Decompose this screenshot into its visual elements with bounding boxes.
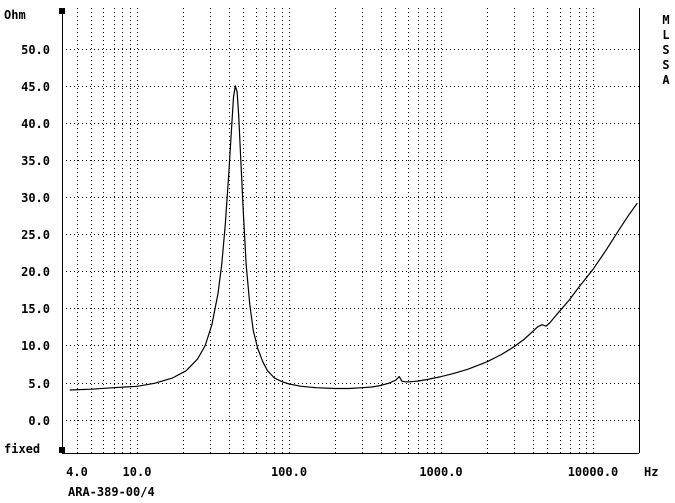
impedance-line <box>69 85 638 391</box>
y-tick-label: 5.0 <box>28 377 50 391</box>
y-tick-label: 30.0 <box>21 191 50 205</box>
plot-frame <box>59 8 640 454</box>
x-tick-label: 4.0 <box>66 465 88 479</box>
side-label-letter: A <box>662 73 670 87</box>
y-tick-label: 25.0 <box>21 228 50 242</box>
grid <box>62 8 640 453</box>
x-tick-label: 10000.0 <box>568 465 619 479</box>
side-label-letter: S <box>662 43 669 57</box>
impedance-curve <box>69 85 638 391</box>
y-tick-label: 50.0 <box>21 43 50 57</box>
y-tick-labels: 0.0 5.0 10.0 15.0 20.0 25.0 30.0 35.0 40.0 45.0 50… <box>21 43 50 428</box>
x-tick-label: 100.0 <box>271 465 307 479</box>
y-tick-label: 35.0 <box>21 154 50 168</box>
y-tick-label: 40.0 <box>21 117 50 131</box>
side-label-letter: L <box>662 28 669 42</box>
bottom-marker <box>59 447 65 453</box>
side-label-letter: M <box>662 13 669 27</box>
y-tick-label: 45.0 <box>21 80 50 94</box>
y-tick-label: 0.0 <box>28 414 50 428</box>
y-tick-label: 15.0 <box>21 302 50 316</box>
x-tick-label: 1000.0 <box>419 465 462 479</box>
x-axis-unit-label: Hz <box>644 465 658 479</box>
y-tick-label: 10.0 <box>21 339 50 353</box>
y-tick-label: 20.0 <box>21 265 50 279</box>
x-tick-labels: 4.0 10.0 100.0 1000.0 10000.0 <box>66 465 618 479</box>
side-label-letter: S <box>662 58 669 72</box>
bottom-left-label: fixed <box>4 442 40 456</box>
y-axis-label: Ohm <box>4 8 26 22</box>
top-marker <box>59 8 65 14</box>
x-tick-label: 10.0 <box>123 465 152 479</box>
chart-caption: ARA-389-00/4 <box>68 485 155 499</box>
